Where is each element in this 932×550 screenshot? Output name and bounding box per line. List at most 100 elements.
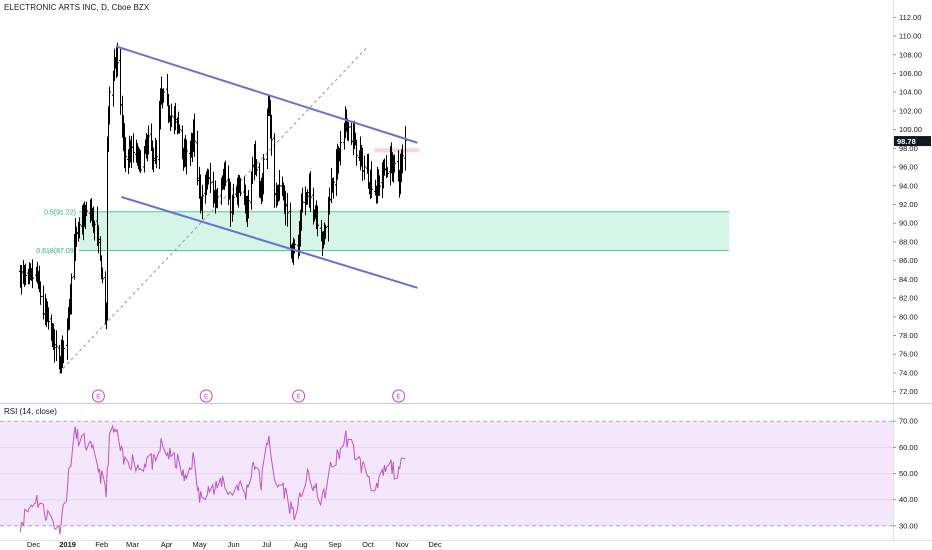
ohlc-bar bbox=[132, 133, 135, 163]
rsi-title[interactable]: RSI (14, close) bbox=[4, 407, 57, 416]
ohlc-bar bbox=[47, 307, 50, 330]
lower-channel-line bbox=[121, 196, 418, 289]
trend-line[interactable] bbox=[58, 46, 420, 374]
time-tick-label: Mar bbox=[126, 540, 139, 549]
ohlc-bar bbox=[70, 273, 73, 315]
ohlc-bar bbox=[147, 125, 150, 155]
earnings-marker-label: E bbox=[96, 394, 101, 401]
price-tick-label: 92.00 bbox=[899, 200, 918, 209]
ohlc-bar bbox=[232, 183, 235, 215]
ohlc-bar bbox=[247, 189, 250, 219]
ohlc-bar bbox=[124, 137, 127, 173]
earnings-marker: E bbox=[199, 389, 213, 403]
ohlc-bar bbox=[116, 42, 119, 77]
ohlc-bar bbox=[361, 147, 364, 181]
ohlc-bar bbox=[185, 139, 188, 175]
rsi-tick-label: 60.00 bbox=[899, 443, 918, 452]
ohlc-bar bbox=[24, 263, 27, 286]
dashed-trend-line bbox=[58, 46, 369, 374]
symbol-title[interactable]: ELECTRONIC ARTS INC, D, Cboe BZX bbox=[4, 3, 150, 12]
price-channel[interactable] bbox=[115, 45, 418, 289]
ohlc-bar bbox=[332, 177, 335, 199]
price-highlight bbox=[374, 148, 420, 153]
rsi-tick-label: 40.00 bbox=[899, 495, 918, 504]
time-tick-label: Aug bbox=[294, 540, 307, 549]
price-tick-label: 94.00 bbox=[899, 181, 918, 190]
time-tick-label: Jul bbox=[262, 540, 272, 549]
ohlc-bar bbox=[39, 281, 42, 305]
ohlc-bar bbox=[178, 124, 181, 134]
ohlc-bar bbox=[324, 224, 327, 239]
fib-level-label: 0.5(91.22) bbox=[44, 209, 76, 216]
fibonacci-retracement-zone: 0.5(91.22) 0.618(87.09) bbox=[36, 209, 729, 255]
ohlc-bar bbox=[224, 160, 227, 187]
price-tick-label: 84.00 bbox=[899, 275, 918, 284]
ohlc-bar bbox=[347, 122, 350, 142]
upper-channel-line bbox=[115, 45, 418, 144]
price-tick-label: 100.00 bbox=[899, 125, 922, 134]
ohlc-bar bbox=[404, 126, 407, 171]
ohlc-bar bbox=[85, 201, 88, 217]
time-tick-label: Nov bbox=[395, 540, 409, 549]
ohlc-bar bbox=[181, 125, 184, 160]
price-tick-label: 82.00 bbox=[899, 294, 918, 303]
earnings-marker-circle bbox=[199, 389, 213, 403]
price-tick-label: 80.00 bbox=[899, 312, 918, 321]
ohlc-bar bbox=[378, 175, 381, 196]
last-price-label: 98.78 bbox=[897, 137, 916, 146]
time-tick-label: Dec bbox=[27, 540, 41, 549]
price-tick-label: 90.00 bbox=[899, 219, 918, 228]
price-tick-label: 72.00 bbox=[899, 387, 918, 396]
earnings-marker: E bbox=[91, 389, 105, 403]
ohlc-bar bbox=[386, 167, 389, 177]
ohlc-bar bbox=[193, 113, 196, 157]
ohlc-bar bbox=[284, 191, 287, 226]
ohlc-bar bbox=[201, 184, 204, 220]
ohlc-bar bbox=[53, 329, 56, 363]
price-tick-label: 98.00 bbox=[899, 144, 918, 153]
price-tick-label: 108.00 bbox=[899, 50, 922, 59]
time-tick-label: May bbox=[193, 540, 207, 549]
ohlc-bar bbox=[170, 103, 173, 128]
time-tick-label: Oct bbox=[362, 540, 375, 549]
ohlc-bar bbox=[251, 156, 254, 185]
price-tick-label: 96.00 bbox=[899, 163, 918, 172]
ohlc-bar bbox=[262, 153, 265, 195]
earnings-marker-label: E bbox=[296, 394, 301, 401]
last-price-tag bbox=[894, 136, 931, 147]
rsi-line-path bbox=[19, 424, 406, 535]
ohlc-bar bbox=[286, 192, 289, 227]
earnings-marker-circle bbox=[392, 389, 406, 403]
ohlc-bar bbox=[97, 225, 100, 254]
price-tick-label: 102.00 bbox=[899, 106, 922, 115]
ohlc-bar bbox=[93, 220, 96, 241]
ohlc-bar bbox=[273, 133, 276, 208]
ohlc-bar bbox=[155, 140, 158, 169]
ohlc-bar bbox=[139, 150, 142, 173]
rsi-band bbox=[0, 420, 893, 527]
ohlc-bar bbox=[266, 108, 269, 169]
time-tick-label: Apr bbox=[161, 540, 173, 549]
ohlc-bar bbox=[293, 239, 296, 254]
ohlc-bar bbox=[270, 114, 273, 156]
price-tick-label: 104.00 bbox=[899, 88, 922, 97]
ohlc-bar bbox=[328, 187, 331, 215]
ohlc-bar bbox=[309, 171, 312, 212]
ohlc-bar bbox=[216, 187, 219, 209]
rsi-tick-label: 30.00 bbox=[899, 521, 918, 530]
earnings-marker: E bbox=[292, 389, 306, 403]
price-tick-label: 76.00 bbox=[899, 350, 918, 359]
ohlc-bar bbox=[78, 217, 81, 239]
price-tick-label: 106.00 bbox=[899, 69, 922, 78]
price-tick-label: 88.00 bbox=[899, 237, 918, 246]
ohlc-bar bbox=[152, 147, 155, 173]
rsi-line bbox=[19, 424, 406, 535]
ohlc-bar bbox=[119, 48, 122, 115]
ohlc-bar bbox=[316, 205, 319, 237]
ohlc-bar bbox=[101, 267, 104, 284]
ohlc-bar bbox=[355, 140, 358, 166]
ohlc-bar bbox=[370, 161, 373, 198]
ohlc-bar bbox=[239, 178, 242, 197]
